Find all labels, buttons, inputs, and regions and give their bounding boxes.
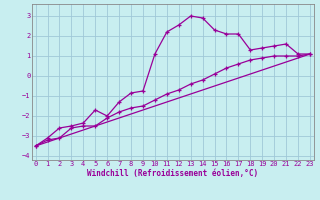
X-axis label: Windchill (Refroidissement éolien,°C): Windchill (Refroidissement éolien,°C): [87, 169, 258, 178]
